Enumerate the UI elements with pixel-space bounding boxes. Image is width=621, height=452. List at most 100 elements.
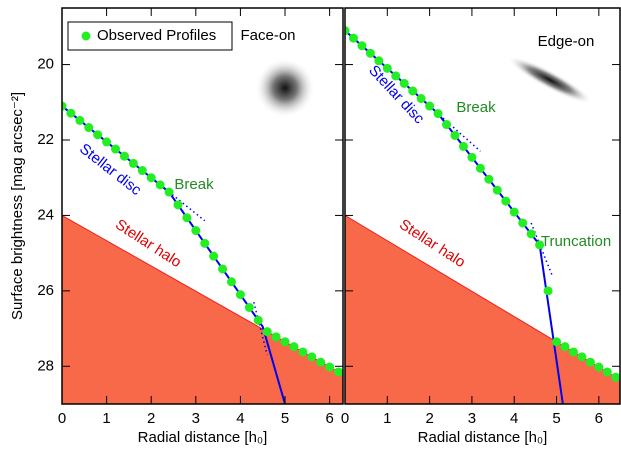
data-point <box>66 108 76 118</box>
data-point <box>271 332 281 342</box>
data-point <box>475 163 485 173</box>
data-point <box>433 109 443 119</box>
data-point <box>492 185 502 195</box>
halo-area <box>62 215 343 404</box>
data-point <box>425 101 435 111</box>
legend-box <box>67 21 233 51</box>
data-point <box>585 357 595 367</box>
data-point <box>594 362 604 372</box>
data-point <box>357 41 367 51</box>
annotation: Break <box>456 99 496 116</box>
galaxy-image <box>507 56 593 104</box>
data-point <box>577 352 587 362</box>
data-point <box>102 137 112 147</box>
data-point <box>307 352 317 362</box>
data-point <box>509 207 519 217</box>
y-tick-label: 26 <box>37 282 54 299</box>
data-point <box>399 78 409 88</box>
data-point <box>280 337 290 347</box>
data-point <box>484 174 494 184</box>
data-point <box>334 367 343 377</box>
data-point <box>200 238 210 248</box>
halo-area <box>345 215 620 404</box>
data-point <box>93 130 103 140</box>
x-tick-label: 5 <box>281 410 289 427</box>
data-point <box>560 342 570 352</box>
x-tick-label: 4 <box>510 410 518 427</box>
galaxy-image <box>255 58 315 118</box>
data-point <box>218 264 228 274</box>
data-point <box>501 196 511 206</box>
data-point <box>374 56 384 66</box>
data-point <box>316 357 326 367</box>
plot-frame <box>61 7 344 405</box>
data-point <box>173 200 183 210</box>
data-point <box>442 120 452 130</box>
data-point <box>262 327 272 337</box>
data-point <box>602 367 612 377</box>
plot-frame <box>344 7 621 405</box>
data-point <box>568 347 578 357</box>
data-point <box>543 286 553 296</box>
x-tick-label: 4 <box>236 410 244 427</box>
x-tick-label: 5 <box>552 410 560 427</box>
data-point <box>155 180 165 190</box>
data-point <box>365 48 375 58</box>
x-axis-label: Radial distance [h₀] <box>138 429 268 446</box>
data-point <box>62 101 67 111</box>
data-point <box>408 86 418 96</box>
data-point <box>552 337 562 347</box>
annotation: Stellar disc <box>76 140 145 199</box>
data-point <box>209 251 219 261</box>
data-point <box>84 123 94 133</box>
data-point <box>244 302 254 312</box>
plot-area <box>345 26 620 404</box>
data-point <box>235 290 245 300</box>
data-point <box>137 166 147 176</box>
data-point <box>345 26 350 36</box>
data-point <box>298 347 308 357</box>
y-axis-label: Surface brightness [mag arcsec⁻²] <box>9 92 26 320</box>
x-tick-label: 6 <box>595 410 603 427</box>
data-point <box>119 151 129 161</box>
data-point <box>391 71 401 81</box>
data-point <box>416 94 426 104</box>
data-point <box>111 144 121 154</box>
data-point <box>226 277 236 287</box>
data-point <box>146 173 156 183</box>
dotted-line <box>253 301 268 356</box>
data-point <box>467 152 477 162</box>
data-point <box>289 342 299 352</box>
data-point <box>518 218 528 228</box>
data-point <box>128 158 138 168</box>
y-tick-label: 28 <box>37 357 54 374</box>
data-point <box>75 115 85 125</box>
data-point <box>348 33 358 43</box>
x-axis-label: Radial distance [h₀] <box>418 429 548 446</box>
legend-label: Observed Profiles <box>97 27 216 44</box>
legend-marker <box>81 31 91 41</box>
x-tick-label: 1 <box>102 410 110 427</box>
annotation: Break <box>174 176 214 193</box>
y-tick-label: 22 <box>37 131 54 148</box>
x-tick-label: 0 <box>58 410 66 427</box>
x-tick-label: 3 <box>468 410 476 427</box>
annotation: Truncation <box>541 233 611 250</box>
data-point <box>164 187 174 197</box>
y-tick-label: 24 <box>37 206 54 223</box>
panel-title: Edge-on <box>538 33 595 50</box>
data-point <box>450 130 460 140</box>
data-point <box>191 226 201 236</box>
data-point <box>382 63 392 73</box>
data-point <box>458 141 468 151</box>
x-tick-label: 1 <box>383 410 391 427</box>
x-tick-label: 2 <box>425 410 433 427</box>
data-point <box>253 315 263 325</box>
x-tick-label: 0 <box>341 410 349 427</box>
panel-title: Face-on <box>240 27 295 44</box>
data-point <box>526 229 536 239</box>
data-point <box>611 372 620 382</box>
data-point <box>535 240 545 250</box>
data-point <box>325 362 335 372</box>
